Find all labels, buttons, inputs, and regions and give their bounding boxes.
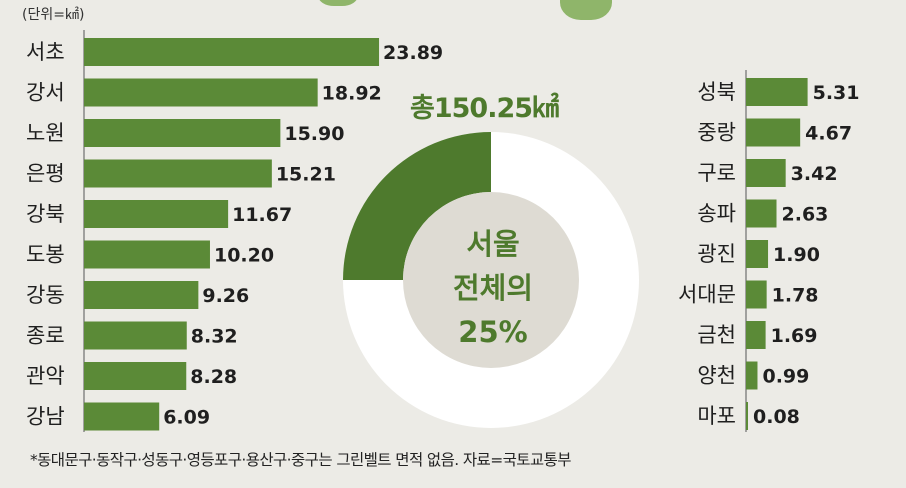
right-bar [746, 159, 786, 187]
right-value-label: 1.78 [772, 285, 819, 307]
donut-center-text: 서울 전체의 25% [430, 222, 556, 354]
right-value-label: 0.08 [753, 406, 800, 428]
left-value-label: 23.89 [383, 42, 443, 64]
left-category-label: 강서 [26, 81, 65, 105]
right-value-label: 2.63 [782, 204, 829, 226]
left-bar [84, 78, 318, 107]
left-value-label: 10.20 [214, 245, 274, 267]
center-line-2: 전체의 [452, 271, 534, 305]
right-category-label: 마포 [697, 404, 736, 428]
right-value-label: 5.31 [813, 82, 860, 104]
left-bar [84, 200, 229, 228]
left-value-label: 11.67 [232, 204, 292, 226]
right-bar [746, 240, 769, 268]
left-bar [84, 240, 210, 269]
right-value-label: 0.99 [762, 366, 809, 388]
left-category-label: 종로 [26, 324, 65, 348]
right-bar [746, 361, 758, 390]
right-category-label: 금천 [697, 323, 736, 347]
left-bar [84, 159, 272, 188]
left-category-label: 도봉 [26, 243, 65, 267]
right-bar [746, 199, 777, 228]
right-category-label: 성북 [697, 80, 736, 104]
left-bar [84, 281, 199, 309]
left-value-label: 8.32 [191, 326, 238, 348]
left-value-label: 15.21 [276, 164, 336, 186]
right-bar [746, 118, 801, 147]
left-value-label: 9.26 [202, 285, 249, 307]
unit-label: (단위=㎢) [22, 7, 85, 23]
left-value-label: 15.90 [284, 123, 344, 145]
right-bar [746, 321, 766, 349]
right-bar [746, 78, 808, 106]
right-category-label: 양천 [697, 364, 736, 388]
donut-inner [403, 192, 579, 368]
left-bar [84, 38, 380, 66]
left-bar [84, 119, 281, 147]
right-category-label: 서대문 [678, 283, 736, 307]
right-bar [746, 280, 767, 309]
right-value-label: 1.90 [773, 244, 820, 266]
map-fragment-right [560, 0, 612, 20]
total-area-label: 총150.25㎢ [410, 93, 559, 124]
left-category-label: 관악 [26, 364, 65, 388]
right-category-label: 광진 [697, 242, 736, 266]
left-value-label: 8.28 [190, 366, 237, 388]
center-line-3: 25% [458, 315, 528, 349]
right-value-label: 3.42 [791, 163, 838, 185]
right-category-label: 송파 [697, 202, 736, 226]
footnote: *동대문구·동작구·성동구·영등포구·용산구·중구는 그린벨트 면적 없음. 자… [30, 451, 572, 469]
donut-share-segment [343, 132, 491, 280]
left-category-label: 은평 [26, 162, 65, 186]
left-category-label: 강동 [26, 283, 65, 307]
right-value-label: 1.69 [771, 325, 818, 347]
right-category-label: 중랑 [697, 121, 736, 145]
center-line-1: 서울 [466, 227, 520, 261]
left-category-label: 강남 [26, 405, 65, 429]
left-bar [84, 402, 160, 431]
map-fragment-left [318, 0, 358, 6]
left-bar [84, 321, 187, 350]
left-bar [84, 362, 187, 390]
left-value-label: 6.09 [163, 407, 210, 429]
left-category-label: 강북 [26, 202, 65, 226]
left-category-label: 노원 [26, 121, 65, 145]
right-bar [746, 402, 748, 430]
left-category-label: 서초 [26, 40, 65, 64]
right-value-label: 4.67 [805, 123, 852, 145]
left-value-label: 18.92 [322, 83, 382, 105]
right-category-label: 구로 [697, 161, 736, 185]
